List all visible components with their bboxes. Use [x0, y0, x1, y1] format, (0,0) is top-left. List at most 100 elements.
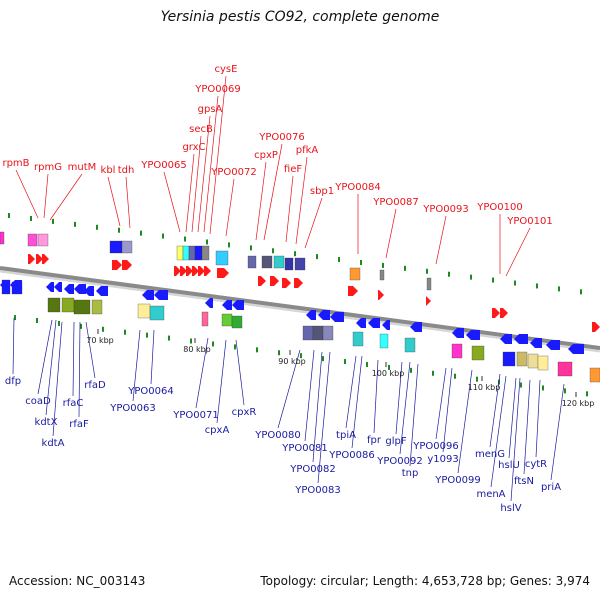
- cog-marker: [102, 326, 104, 332]
- leader-line: [277, 349, 301, 429]
- cog-marker: [256, 347, 258, 353]
- gene-label-YPO0100: YPO0100: [476, 202, 522, 213]
- cog-marker: [80, 323, 82, 329]
- leader-line: [235, 339, 245, 406]
- leader-line: [12, 317, 15, 375]
- leader-line: [49, 173, 83, 221]
- leader-line: [163, 171, 181, 233]
- cog-marker: [228, 242, 230, 248]
- cog-marker: [470, 274, 472, 280]
- gene-box: [379, 269, 385, 281]
- scale-label: 120 kbp: [562, 399, 595, 408]
- cog-marker: [476, 376, 478, 382]
- genome-summary-text: Topology: circular; Length: 4,653,728 bp…: [260, 574, 590, 588]
- reverse-gene-arrow: [410, 322, 422, 332]
- forward-gene-arrow: [204, 266, 211, 276]
- gene-label-YPO0081: YPO0081: [281, 443, 327, 454]
- forward-gene-arrow: [500, 308, 508, 318]
- leader-line: [197, 115, 211, 233]
- gene-label-YPO0080: YPO0080: [254, 430, 300, 441]
- leader-line: [52, 321, 63, 437]
- leader-line: [43, 173, 49, 219]
- gene-box: [379, 333, 389, 349]
- reverse-gene-arrow: [318, 310, 330, 320]
- cog-marker: [344, 359, 346, 365]
- scale-label: 110 kbp: [468, 383, 501, 392]
- gene-box: [426, 277, 432, 291]
- gene-box: [284, 257, 294, 271]
- gene-box: [537, 355, 549, 371]
- cog-marker: [146, 332, 148, 338]
- gene-box: [149, 305, 165, 321]
- forward-gene-arrow: [426, 296, 431, 306]
- gene-label-YPO0096: YPO0096: [412, 441, 458, 452]
- cog-marker: [536, 283, 538, 289]
- cog-marker: [382, 262, 384, 268]
- gene-label-menG: menG: [475, 449, 505, 460]
- gene-label-priA: priA: [541, 482, 561, 493]
- cog-marker: [140, 230, 142, 236]
- gene-box: [0, 231, 5, 245]
- cog-marker: [52, 218, 54, 224]
- leader-line: [195, 337, 209, 409]
- cog-marker: [322, 356, 324, 362]
- cog-marker: [124, 329, 126, 335]
- gene-label-rpmG: rpmG: [34, 162, 62, 173]
- reverse-gene-arrow: [10, 280, 22, 290]
- reverse-gene-arrow: [96, 286, 108, 296]
- gene-label-cpxP: cpxP: [254, 150, 278, 161]
- label-leaders: [12, 75, 565, 502]
- gene-box: [451, 343, 463, 359]
- forward-gene-arrow: [192, 266, 199, 276]
- gene-label-pfkA: pfkA: [296, 145, 319, 156]
- gene-label-cytR: cytR: [525, 459, 547, 470]
- leader-line: [225, 178, 235, 237]
- leader-line: [107, 176, 121, 227]
- gene-label-kdtA: kdtA: [42, 438, 65, 449]
- leader-line: [550, 383, 565, 481]
- forward-gene-arrow: [270, 276, 279, 286]
- cog-marker: [272, 248, 274, 254]
- cog-marker: [212, 341, 214, 347]
- leader-line: [255, 161, 267, 241]
- reverse-gene-arrow: [514, 334, 528, 344]
- gene-box: [47, 297, 61, 313]
- backbone-line: [0, 266, 600, 350]
- gene-label-glpF: glpF: [385, 436, 406, 447]
- gene-box: [589, 367, 600, 383]
- leader-line: [535, 379, 541, 458]
- gene-label-dfp: dfp: [5, 376, 21, 387]
- reverse-gene-arrow: [568, 344, 584, 354]
- gene-box: [182, 245, 190, 261]
- leader-line: [510, 377, 521, 502]
- gene-label-YPO0092: YPO0092: [376, 456, 422, 467]
- gene-box: [137, 303, 151, 319]
- gene-box: [302, 325, 314, 341]
- forward-gene-arrow: [492, 308, 500, 318]
- leader-line: [351, 355, 363, 449]
- cog-marker: [118, 227, 120, 233]
- reverse-gene-arrow: [54, 282, 62, 292]
- gene-box: [231, 315, 243, 329]
- forward-gene-arrow: [294, 278, 303, 288]
- gene-box: [247, 255, 257, 269]
- forward-gene-arrow: [198, 266, 205, 276]
- gene-label-grxC: grxC: [182, 142, 205, 153]
- cog-marker: [586, 391, 588, 397]
- forward-gene-arrow: [180, 266, 187, 276]
- leader-line: [295, 156, 308, 245]
- gene-label-YPO0084: YPO0084: [334, 182, 380, 193]
- leader-line: [304, 197, 323, 249]
- gene-label-YPO0071: YPO0071: [172, 410, 218, 421]
- gene-label-YPO0086: YPO0086: [328, 450, 374, 461]
- leader-line: [125, 176, 131, 229]
- gene-label-gpsA: gpsA: [198, 104, 223, 115]
- forward-gene-arrow: [348, 286, 358, 296]
- gene-box: [61, 297, 75, 313]
- gene-label-tpiA: tpiA: [336, 430, 356, 441]
- gene-box: [221, 313, 233, 327]
- leader-line: [399, 361, 411, 455]
- gene-box: [91, 299, 103, 315]
- cog-marker: [360, 259, 362, 265]
- forward-gene-arrow: [122, 260, 132, 270]
